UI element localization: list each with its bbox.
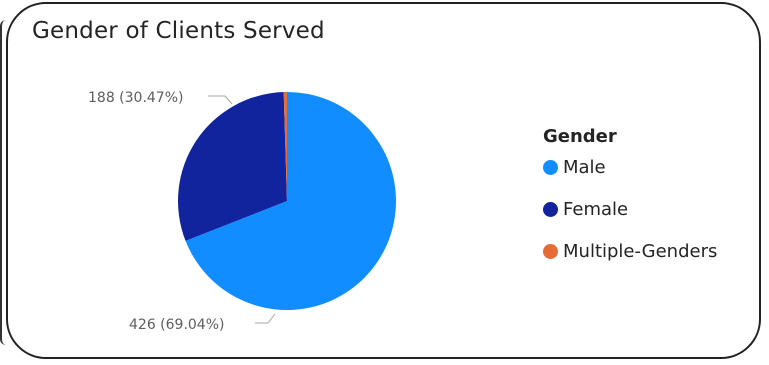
legend-marker-female (543, 202, 558, 217)
card-left-edge (0, 20, 6, 345)
legend-label-female: Female (563, 199, 629, 220)
leader-line-male (255, 313, 276, 324)
legend-marker-multiple-genders (543, 244, 558, 259)
legend-label-multiple-genders: Multiple-Genders (563, 241, 718, 262)
data-label-female: 188 (30.47%) (88, 90, 183, 106)
data-label-male: 426 (69.04%) (129, 317, 224, 333)
leader-line-female (208, 95, 233, 105)
legend-label-male: Male (563, 157, 606, 178)
chart-title: Gender of Clients Served (32, 18, 325, 44)
pie-slice-multiple-genders[interactable] (283, 92, 287, 201)
legend-marker-male (543, 160, 558, 175)
legend-item-female[interactable]: Female (543, 199, 717, 220)
legend-title: Gender (543, 126, 617, 147)
legend-item-male[interactable]: Male (543, 157, 717, 178)
pie-slice-female[interactable] (178, 92, 287, 241)
legend: Gender Male Female Multiple-Genders (543, 126, 717, 283)
pie-slices (178, 92, 396, 310)
legend-item-multiple-genders[interactable]: Multiple-Genders (543, 241, 717, 262)
pie-slice-male[interactable] (185, 92, 396, 310)
